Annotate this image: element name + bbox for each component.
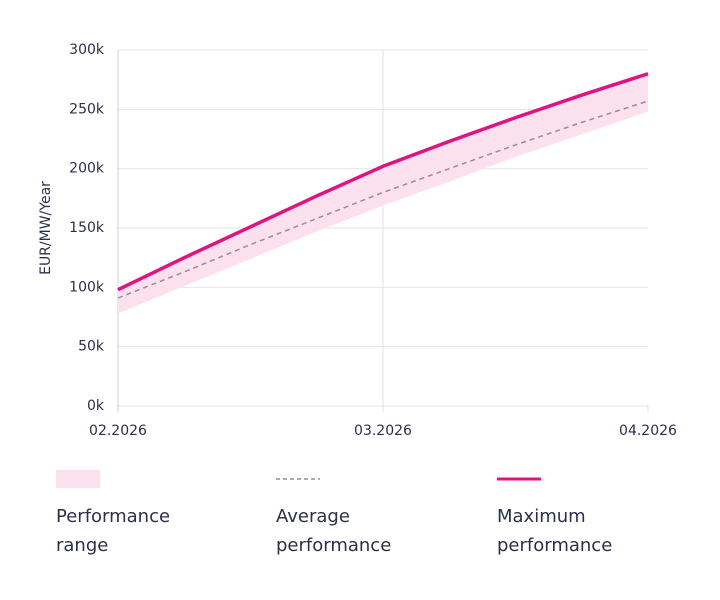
legend-item: Maximum performance xyxy=(497,470,667,560)
x-tick-label: 03.2026 xyxy=(354,423,412,439)
legend-swatch xyxy=(56,470,100,488)
y-tick-label: 0k xyxy=(87,398,105,414)
y-tick-label: 300k xyxy=(69,42,105,58)
legend-item: Average performance xyxy=(276,470,446,560)
y-tick-label: 250k xyxy=(69,101,105,117)
y-tick-label: 50k xyxy=(78,339,105,355)
y-tick-label: 200k xyxy=(69,161,105,177)
series-line xyxy=(117,72,649,292)
legend-label: Maximum performance xyxy=(497,506,613,556)
x-tick-label: 02.2026 xyxy=(89,423,147,439)
legend-item: Performance range xyxy=(56,470,226,560)
y-tick-label: 100k xyxy=(69,279,105,295)
chart: EUR/MW/Year 0k 50k 100k 150k 200k 250k 300k 02.… xyxy=(38,42,677,439)
y-tick-label: 150k xyxy=(69,220,105,236)
legend-swatch xyxy=(276,470,320,488)
y-axis-label: EUR/MW/Year xyxy=(38,181,54,275)
legend-label: Performance range xyxy=(56,506,171,556)
range-area xyxy=(118,73,648,314)
series-line xyxy=(117,100,649,299)
x-tick-label: 04.2026 xyxy=(619,423,677,439)
legend-swatch xyxy=(497,470,541,488)
legend-label: Average performance xyxy=(276,506,392,556)
